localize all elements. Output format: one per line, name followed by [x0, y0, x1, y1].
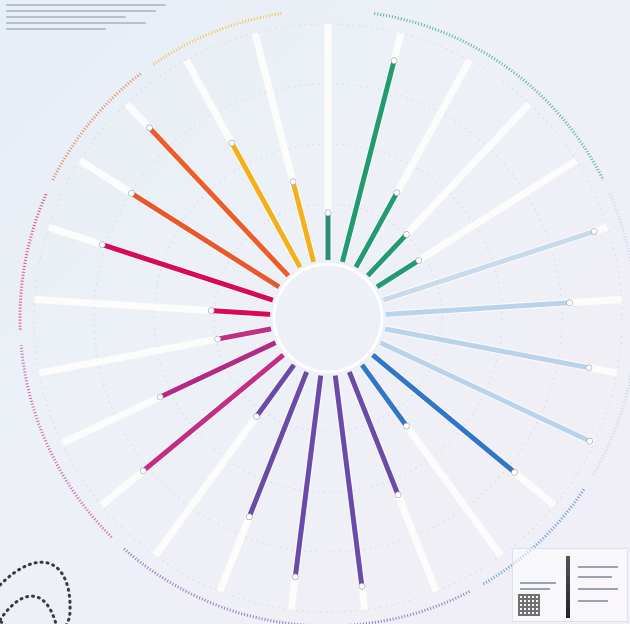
- legend-text-line: [578, 588, 618, 590]
- grid-ring: [153, 143, 503, 493]
- bar: [340, 60, 397, 263]
- group-arc: [590, 193, 630, 478]
- bar-end-marker: [511, 469, 518, 476]
- bar: [360, 363, 409, 428]
- bar: [101, 242, 274, 303]
- bar: [332, 375, 365, 587]
- chart-center-hub: [272, 262, 384, 374]
- bar-end-marker: [146, 124, 153, 132]
- bar: [365, 232, 409, 278]
- legend-scale-bar: [566, 556, 570, 618]
- bars: [98, 57, 598, 590]
- bar-end-marker: [394, 491, 402, 499]
- bar: [292, 375, 324, 578]
- legend-text-line: [578, 600, 608, 602]
- group-arc: [51, 72, 142, 181]
- bar: [254, 363, 296, 418]
- bar: [130, 191, 281, 290]
- bar: [147, 126, 291, 278]
- bar-end-marker: [289, 178, 297, 186]
- bar-end-marker: [253, 413, 260, 420]
- bar: [217, 326, 272, 342]
- legend-text-line: [578, 566, 618, 568]
- bar: [229, 141, 303, 269]
- bar-end-marker: [358, 582, 366, 590]
- bar-end-marker: [228, 139, 236, 147]
- chart-grid: [33, 23, 623, 613]
- legend-text-line: [520, 582, 556, 584]
- bar-end-marker: [139, 467, 147, 475]
- bar-end-marker: [324, 209, 332, 217]
- bar-end-marker: [585, 364, 593, 372]
- legend-text-line: [578, 576, 612, 578]
- bar-end-marker: [393, 189, 401, 197]
- grid-ring: [93, 83, 563, 553]
- bar-end-marker: [390, 57, 398, 64]
- legend-text-line: [520, 588, 550, 590]
- grid-ring: [213, 203, 443, 433]
- bar: [385, 300, 570, 317]
- bar-end-marker: [156, 393, 164, 401]
- bar-end-marker: [403, 422, 410, 430]
- bar-end-marker: [403, 231, 410, 238]
- group-arc: [19, 344, 113, 539]
- bar: [246, 371, 309, 518]
- bar-end-marker: [566, 299, 573, 307]
- bar: [371, 353, 517, 475]
- group-arc: [18, 193, 48, 330]
- bar-end-marker: [415, 257, 423, 264]
- bar: [211, 308, 271, 317]
- bar-end-marker: [207, 307, 215, 314]
- bar-end-marker: [291, 573, 299, 581]
- dotted-swirl: [0, 560, 72, 624]
- bar: [159, 340, 277, 400]
- bar: [382, 229, 595, 303]
- bar: [384, 326, 590, 371]
- bar-end-marker: [246, 513, 253, 521]
- bar-end-marker: [586, 437, 594, 445]
- group-arc: [374, 12, 605, 181]
- bar-end-marker: [214, 335, 222, 343]
- group-arcs: [18, 12, 630, 624]
- bar-end-marker: [590, 228, 598, 235]
- group-arc: [152, 12, 282, 66]
- dotted-swirl: [0, 594, 58, 624]
- bar: [353, 191, 400, 269]
- header-text: [6, 0, 176, 34]
- group-arc: [482, 488, 586, 586]
- dotted-decoration: [0, 560, 72, 624]
- bar-end-marker: [128, 190, 135, 197]
- bar: [347, 371, 401, 496]
- bar: [141, 353, 285, 473]
- grid-ring: [33, 23, 623, 613]
- bar-end-marker: [98, 241, 106, 248]
- bar: [290, 181, 316, 263]
- bar: [379, 340, 591, 444]
- qr-code: [518, 594, 540, 616]
- bar: [375, 258, 421, 290]
